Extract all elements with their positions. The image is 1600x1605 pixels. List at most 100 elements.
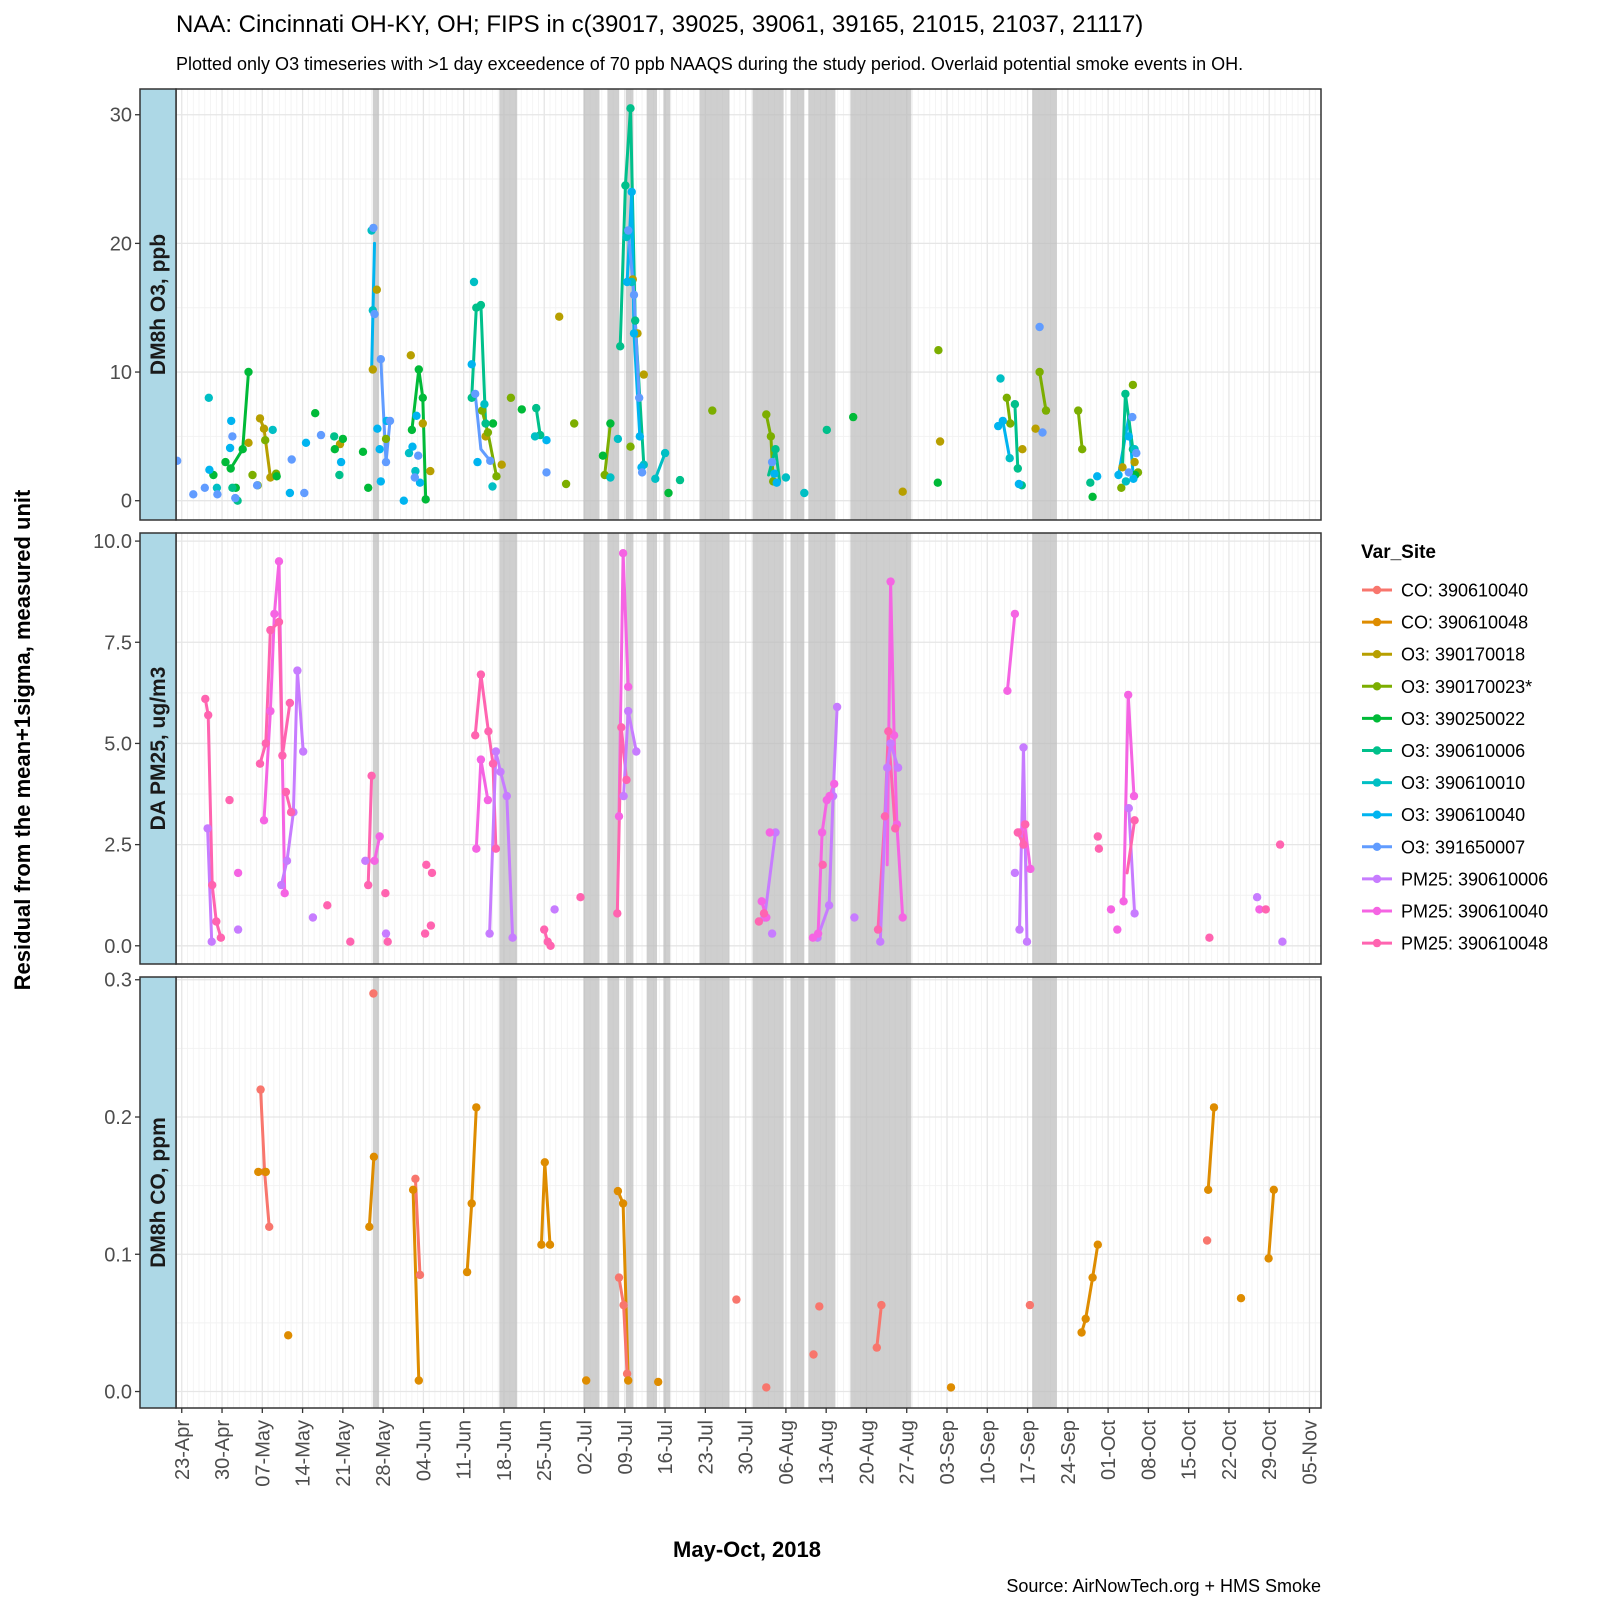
data-point-pm_006 bbox=[876, 937, 885, 946]
legend-key-point bbox=[1372, 874, 1382, 884]
legend-label: PM25: 390610048 bbox=[1401, 934, 1548, 954]
data-point-pm_006 bbox=[203, 824, 212, 833]
data-point-o3_023 bbox=[570, 419, 579, 428]
data-point-o3_040 bbox=[772, 478, 781, 487]
data-point-co_040 bbox=[622, 1369, 632, 1378]
data-point-o3_040 bbox=[627, 187, 636, 197]
legend-label: O3: 390610006 bbox=[1401, 741, 1525, 761]
series-line-pm_006 bbox=[878, 741, 900, 944]
data-point-o3_010 bbox=[268, 425, 277, 435]
data-point-pm_040 bbox=[274, 557, 284, 566]
data-point-o3_010 bbox=[781, 473, 791, 482]
data-point-o3_007 bbox=[189, 490, 198, 499]
data-point-o3_007 bbox=[381, 457, 391, 467]
data-point-pm_048 bbox=[1261, 905, 1271, 914]
data-point-o3_007 bbox=[200, 483, 209, 492]
series-line-co_040 bbox=[875, 1303, 883, 1350]
series-line-pm_048 bbox=[1125, 818, 1137, 875]
data-point-o3_010 bbox=[212, 483, 222, 492]
data-point-pm_040 bbox=[830, 779, 839, 789]
data-point-pm_006 bbox=[233, 925, 243, 934]
data-point-o3_010 bbox=[204, 393, 213, 402]
data-point-co_040 bbox=[762, 1383, 771, 1392]
smoke-event-band bbox=[625, 89, 634, 520]
x-tick-label: 20-Aug bbox=[856, 1420, 878, 1485]
legend-key-point bbox=[1372, 938, 1382, 948]
data-point-o3_010 bbox=[480, 400, 489, 409]
data-point-co_048 bbox=[540, 1158, 549, 1167]
data-point-o3_022 bbox=[358, 447, 368, 456]
panel-strip bbox=[139, 88, 177, 521]
data-point-co_040 bbox=[809, 1350, 818, 1359]
data-point-pm_006 bbox=[496, 767, 505, 776]
legend-key-point bbox=[1372, 714, 1382, 723]
x-tick-label: 03-Sep bbox=[937, 1420, 959, 1485]
data-point-co_048 bbox=[1088, 1273, 1097, 1282]
x-tick-label: 08-Oct bbox=[1138, 1420, 1160, 1480]
data-point-o3_006 bbox=[476, 300, 486, 310]
data-point-o3_040 bbox=[336, 457, 346, 467]
data-point-pm_048 bbox=[286, 808, 296, 817]
data-point-o3_018 bbox=[935, 437, 945, 446]
data-point-pm_006 bbox=[1124, 804, 1134, 813]
data-point-pm_048 bbox=[1093, 832, 1103, 841]
smoke-event-band bbox=[790, 977, 805, 1408]
smoke-event-band bbox=[583, 977, 600, 1408]
panel-strip bbox=[139, 976, 177, 1409]
data-point-co_040 bbox=[369, 989, 378, 998]
smoke-event-band bbox=[499, 89, 518, 520]
data-point-pm_006 bbox=[883, 763, 892, 772]
data-point-o3_018 bbox=[639, 370, 648, 379]
data-point-o3_007 bbox=[252, 481, 262, 490]
data-point-pm_048 bbox=[891, 824, 900, 833]
data-point-o3_022 bbox=[606, 419, 615, 428]
data-point-o3_010 bbox=[996, 374, 1005, 383]
smoke-event-band bbox=[583, 89, 600, 520]
data-point-o3_022 bbox=[364, 483, 373, 492]
data-point-o3_007 bbox=[228, 432, 237, 441]
data-point-co_048 bbox=[613, 1186, 623, 1196]
legend: Var_Site CO: 390610040 CO: 390610048 O3: 3… bbox=[1361, 542, 1548, 954]
smoke-event-band bbox=[1032, 89, 1057, 520]
data-point-o3_023 bbox=[626, 442, 635, 451]
data-point-o3_010 bbox=[469, 277, 479, 287]
data-point-pm_048 bbox=[285, 698, 295, 708]
data-point-pm_006 bbox=[850, 913, 859, 922]
data-point-o3_006 bbox=[621, 181, 630, 190]
data-point-pm_048 bbox=[383, 937, 392, 946]
data-point-o3_023 bbox=[1041, 406, 1051, 415]
data-point-co_048 bbox=[1209, 1103, 1219, 1112]
smoke-event-band bbox=[850, 89, 912, 520]
panel-background bbox=[176, 89, 1321, 520]
panel-1: DM8h O3, ppb 0 10 20 30 bbox=[110, 88, 1322, 521]
data-point-o3_022 bbox=[338, 434, 348, 444]
x-tick-label: 30-Apr bbox=[212, 1420, 234, 1480]
legend-item: PM25: 390610006 bbox=[1362, 869, 1548, 889]
series-line-pm_048 bbox=[366, 774, 374, 887]
data-point-o3_010 bbox=[488, 482, 497, 491]
data-point-pm_006 bbox=[491, 747, 501, 756]
y-tick-label: 0.0 bbox=[104, 936, 132, 958]
y-tick-label: 0.3 bbox=[104, 970, 132, 992]
data-point-co_048 bbox=[946, 1383, 956, 1392]
data-point-pm_048 bbox=[426, 921, 436, 930]
data-point-pm_048 bbox=[278, 751, 287, 760]
data-point-co_040 bbox=[1202, 1236, 1212, 1245]
data-point-co_048 bbox=[1269, 1185, 1279, 1195]
data-point-pm_040 bbox=[1003, 686, 1012, 695]
data-point-o3_022 bbox=[1088, 492, 1097, 501]
smoke-event-band bbox=[625, 533, 634, 964]
data-point-o3_006 bbox=[481, 419, 490, 428]
data-point-o3_040 bbox=[622, 277, 632, 287]
data-point-pm_006 bbox=[207, 937, 216, 946]
data-point-o3_007 bbox=[316, 430, 326, 440]
series-line-o3_023 bbox=[603, 422, 612, 477]
legend-key-point bbox=[1372, 778, 1382, 787]
data-point-co_048 bbox=[654, 1377, 663, 1387]
data-point-pm_040 bbox=[375, 832, 384, 841]
y-tick-label: 5.0 bbox=[104, 733, 132, 755]
data-point-o3_006 bbox=[822, 425, 831, 435]
data-point-pm_040 bbox=[618, 549, 628, 558]
legend-item: O3: 391650007 bbox=[1362, 837, 1525, 857]
data-point-co_040 bbox=[265, 1222, 274, 1232]
